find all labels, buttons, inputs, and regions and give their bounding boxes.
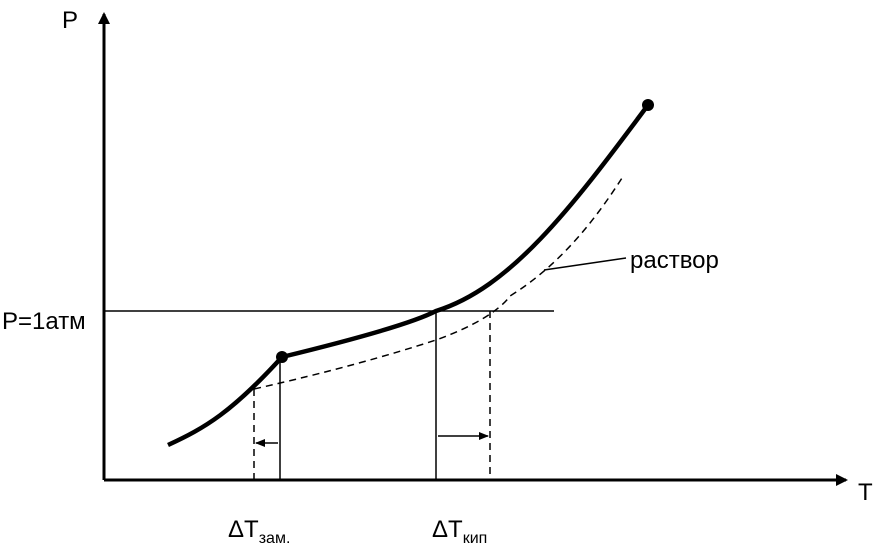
solvent-vaporization-curve [281,103,650,360]
solution-curve [253,177,623,390]
solvent-sublimation-curve [167,355,284,448]
critical-point [642,99,654,111]
curve-label-leader [543,257,627,271]
triple-point [276,351,288,363]
delta-boil-subscript: кип [463,530,488,547]
x-axis-label: T [858,479,873,506]
pressure-line-label: P=1атм [2,308,86,335]
delta-boil-label: ΔTкип [432,516,487,547]
y-axis-label: P [62,7,78,34]
delta-freeze-label: ΔTзам. [228,516,290,547]
delta-freeze-symbol: ΔT [228,516,259,543]
curve-label: раствор [630,247,719,274]
delta-boil-symbol: ΔT [432,516,463,543]
delta-freeze-subscript: зам. [259,530,291,547]
